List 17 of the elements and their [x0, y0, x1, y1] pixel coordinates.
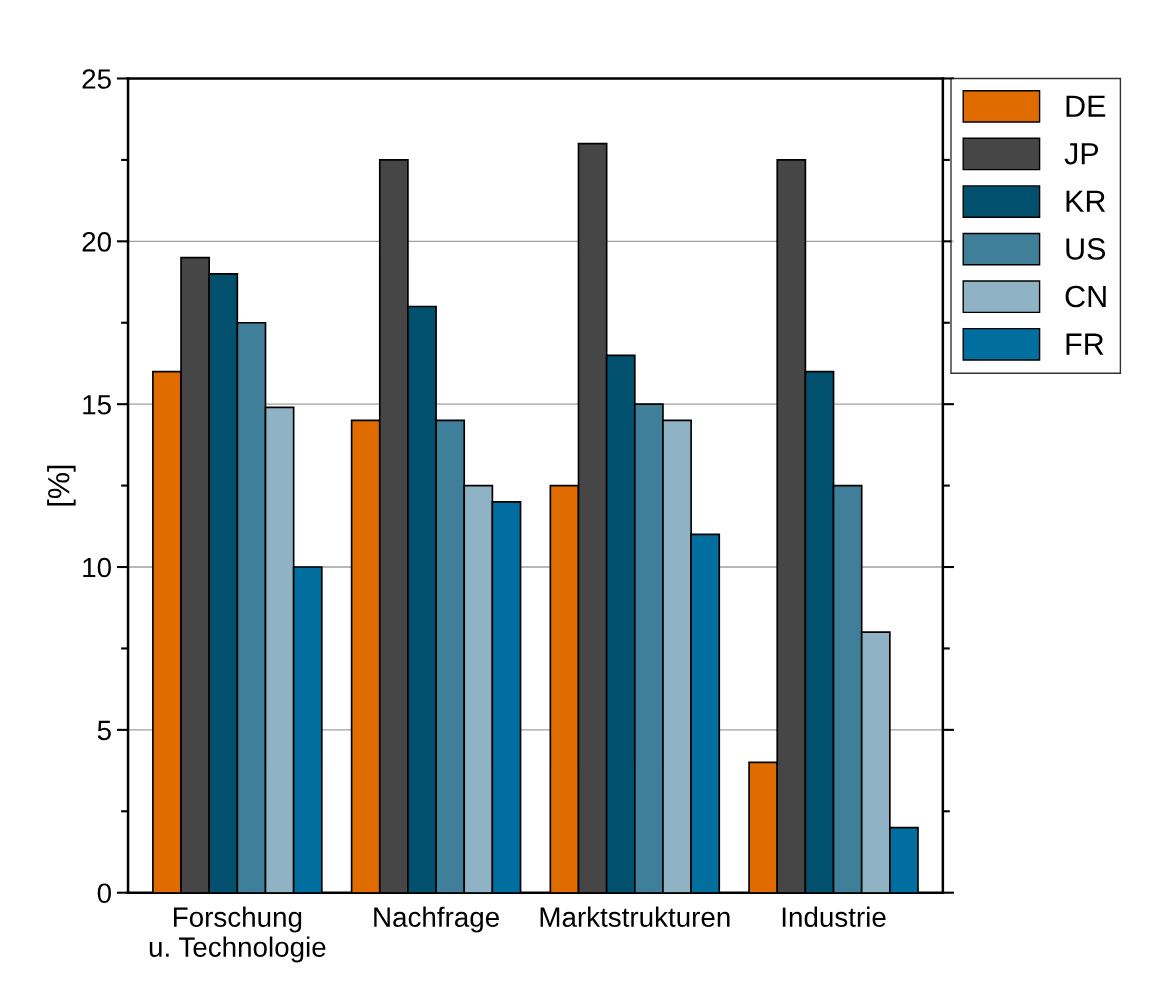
- x-tick-label: Forschung u. Technologie: [149, 906, 326, 963]
- x-tick-label: Marktstrukturen: [540, 906, 730, 927]
- legend-label: KR: [1066, 190, 1106, 212]
- legend-label: US: [1066, 238, 1106, 260]
- y-tick-label: 0: [97, 883, 111, 904]
- y-tick-label: 5: [97, 720, 111, 741]
- y-tick-label: 20: [82, 231, 111, 252]
- legend-label: DE: [1066, 95, 1106, 117]
- y-tick-label: 15: [83, 395, 111, 415]
- y-axis-title: [%]: [47, 465, 76, 506]
- y-tick-label: 10: [83, 557, 111, 578]
- legend-label: CN: [1065, 285, 1106, 308]
- x-tick-label: Industrie: [782, 906, 886, 927]
- legend-label: FR: [1066, 333, 1104, 355]
- x-tick-label: Nachfrage: [374, 906, 499, 933]
- legend-label: JP: [1064, 143, 1099, 165]
- y-tick-label: 25: [82, 69, 111, 89]
